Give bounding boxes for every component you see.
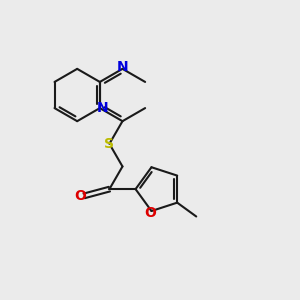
Text: S: S	[104, 137, 114, 151]
Text: N: N	[117, 60, 128, 74]
Text: O: O	[75, 189, 86, 202]
Text: O: O	[144, 206, 156, 220]
Text: N: N	[96, 101, 108, 115]
